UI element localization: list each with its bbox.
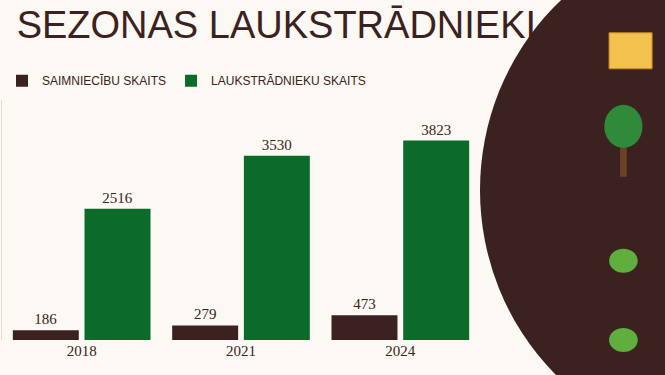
svg-text:LAUKSTRĀDNIEKU SKAITS: LAUKSTRĀDNIEKU SKAITS <box>211 74 366 88</box>
svg-text:2018: 2018 <box>67 343 97 359</box>
svg-text:SAIMNIECĪBU SKAITS: SAIMNIECĪBU SKAITS <box>42 74 166 88</box>
svg-text:3823: 3823 <box>421 122 451 138</box>
svg-text:2021: 2021 <box>226 343 256 359</box>
svg-text:3530: 3530 <box>262 137 292 153</box>
svg-text:473: 473 <box>353 296 376 312</box>
svg-text:SEZONAS LAUKSTRĀDNIEKI: SEZONAS LAUKSTRĀDNIEKI <box>17 4 536 46</box>
svg-text:2516: 2516 <box>102 190 133 206</box>
svg-text:2024: 2024 <box>385 343 416 359</box>
svg-text:186: 186 <box>34 311 57 327</box>
svg-text:279: 279 <box>194 306 217 322</box>
